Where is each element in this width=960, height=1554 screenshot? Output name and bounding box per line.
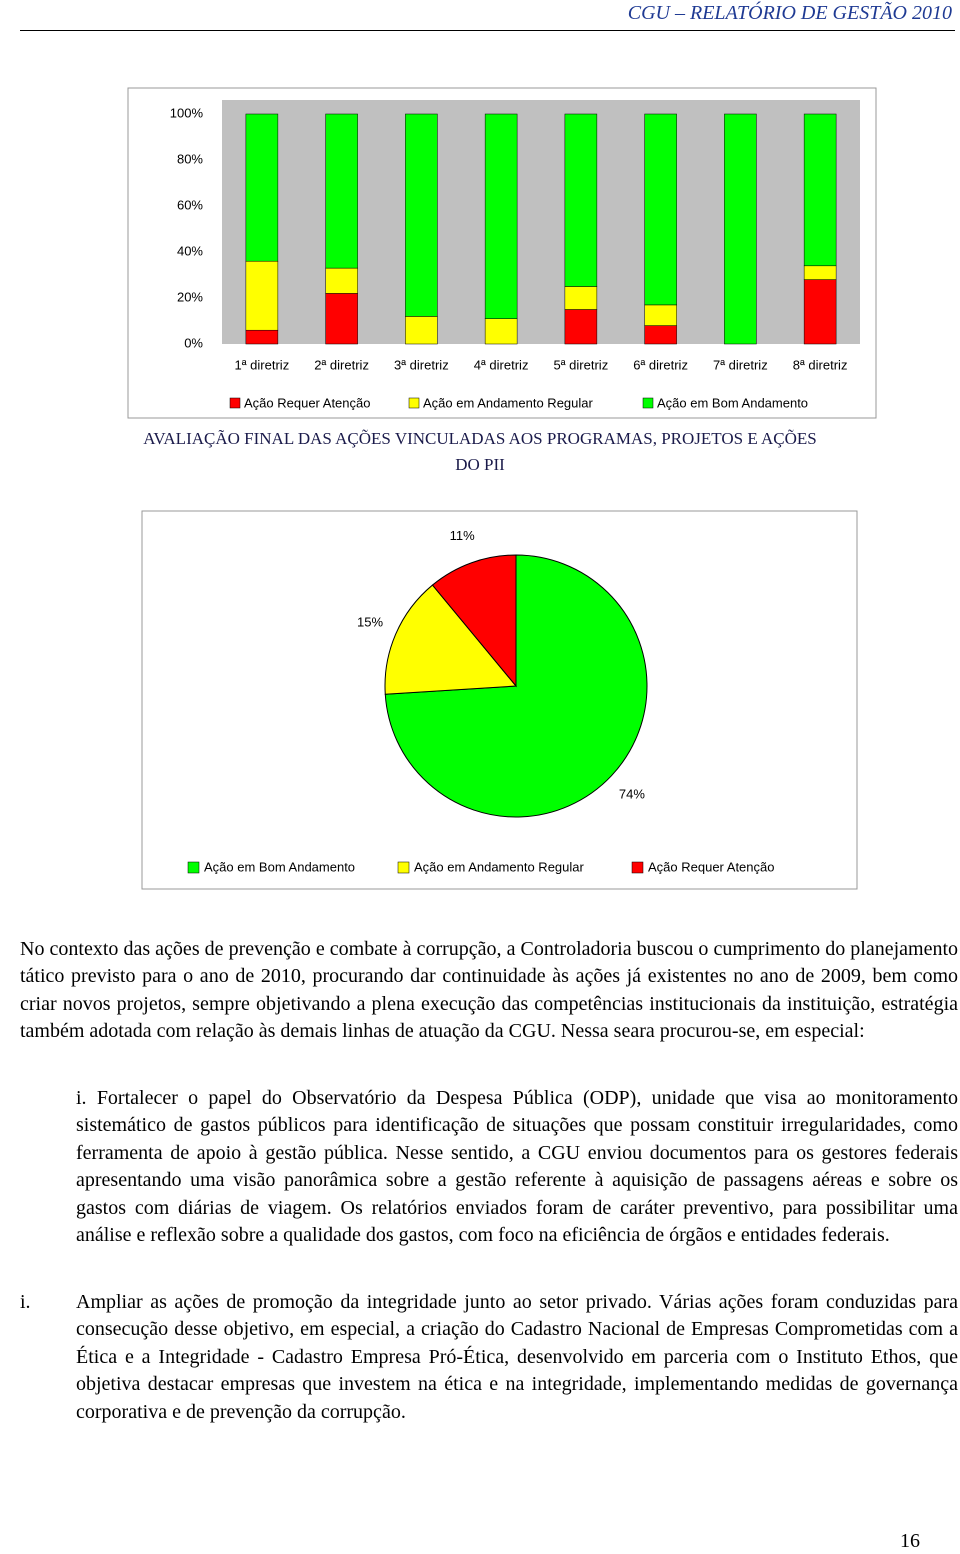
page-number: 16 [900,1530,920,1552]
legend-swatch [187,861,200,874]
x-tick-label: 4ª diretriz [474,357,529,372]
x-tick-label: 8ª diretriz [793,357,848,372]
bar-segment [245,329,279,345]
bar-segment [405,316,438,345]
bar-segment [484,318,518,345]
header-title: CGU – RELATÓRIO DE GESTÃO 2010 [627,2,952,24]
header-rule [20,30,955,31]
data-label: 11% [450,528,475,543]
x-tick-label: 5ª diretriz [554,357,609,372]
y-tick-label: 60% [177,197,203,212]
list-marker: i. [20,1291,31,1313]
x-tick-label: 1ª diretriz [235,357,290,372]
pie-slice [384,584,518,695]
list-text: Ampliar as ações de promoção da integrid… [76,1291,958,1423]
bar-segment [564,286,598,310]
bar-segment [803,265,837,280]
y-tick-label: 0% [184,335,203,350]
legend-label: Ação em Andamento Regular [423,395,593,410]
y-tick-label: 80% [177,151,203,166]
list-item: i. Fortalecer o papel do Observatório da… [76,1085,958,1249]
y-tick-label: 100% [170,105,204,120]
bar-segment [564,113,598,287]
pie-slice [431,554,517,688]
legend-swatch [229,397,241,409]
data-label: 15% [357,614,383,629]
bar-segment [484,113,518,319]
bar-segment [724,113,757,345]
bar-segment [325,293,358,345]
x-tick-label: 7ª diretriz [713,357,768,372]
legend-label: Ação em Bom Andamento [657,395,808,410]
bar-segment [803,279,837,345]
legend-swatch [408,397,420,409]
legend-label: Ação em Andamento Regular [414,859,584,874]
bar-segment [564,309,598,345]
plot-area [222,100,860,344]
bar-segment [644,113,677,306]
bar-segment [803,113,837,267]
legend-swatch [642,397,654,409]
legend-label: Ação Requer Atenção [648,859,774,874]
paragraph: No contexto das ações de prevenção e com… [20,938,958,1043]
bar-segment [644,325,677,345]
legend-swatch [631,861,644,874]
list-marker: i. [76,1087,87,1109]
bar-segment [325,113,358,269]
x-tick-label: 3ª diretriz [394,357,449,372]
legend-label: Ação em Bom Andamento [204,859,355,874]
bar-segment [405,113,438,317]
list-text: Fortalecer o papel do Observatório da De… [76,1087,959,1247]
bar-segment [245,113,279,262]
charts: 0% 20% 40% 60% 80% 100% 1ª diretriz 2ª diretriz… [127,87,877,890]
bar-segment [644,304,677,326]
legend-swatch [397,861,410,874]
bar-segment [325,267,358,294]
chart-caption: AVALIAÇÃO FINAL DAS AÇÕES VINCULADAS AOS… [143,429,817,474]
x-tick-label: 2ª diretriz [314,357,369,372]
bar-segment [245,260,279,331]
x-tick-label: 6ª diretriz [633,357,688,372]
y-tick-label: 20% [177,289,203,304]
data-label: 74% [619,786,645,801]
legend-label: Ação Requer Atenção [244,395,370,410]
y-tick-label: 40% [177,243,203,258]
